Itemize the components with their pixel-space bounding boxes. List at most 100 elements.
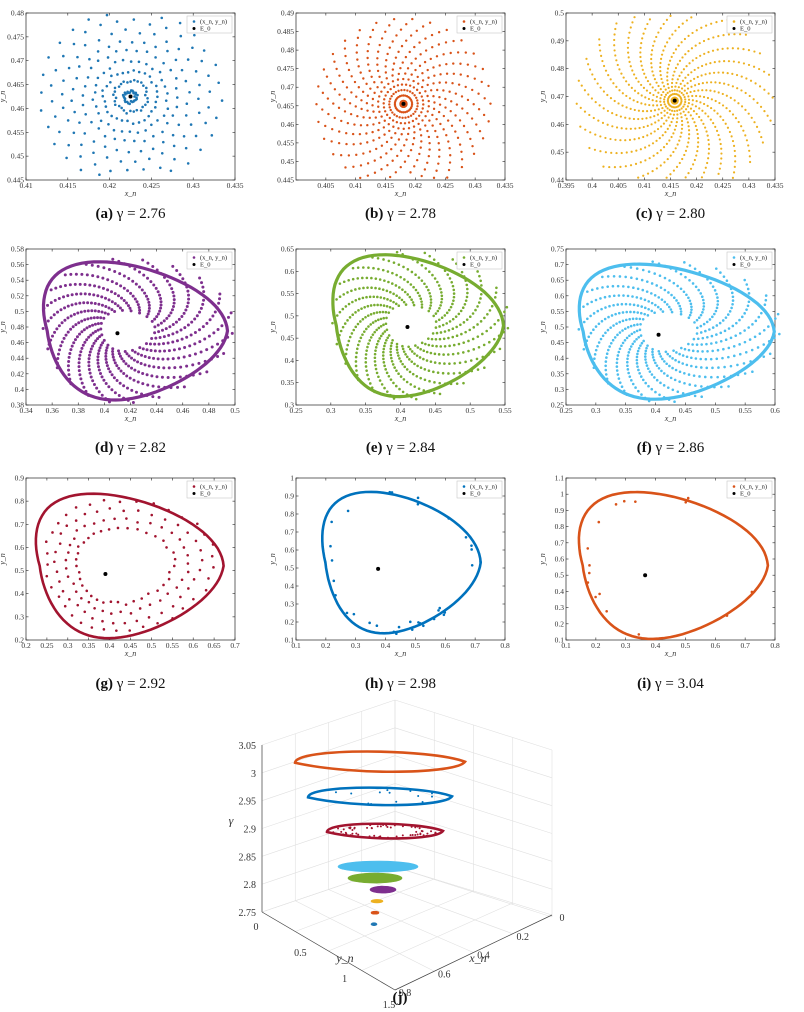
iterate-point [352, 165, 355, 169]
iterate-point [600, 54, 603, 57]
iterate-point [460, 39, 463, 42]
iterate-point [383, 119, 386, 122]
iterate-point [453, 362, 456, 365]
iterate-point [691, 99, 694, 102]
iterate-point [214, 63, 218, 67]
iterate-point [158, 70, 162, 74]
iterate-point [136, 521, 139, 524]
iterate-point [628, 31, 631, 34]
iterate-point [439, 331, 443, 334]
x-tick-label: 0.44 [150, 406, 163, 415]
iterate-point [77, 365, 81, 369]
iterate-point [652, 104, 655, 107]
x-tick-label: 0.3 [351, 641, 361, 650]
iterate-point [338, 93, 341, 96]
iterate-point [89, 375, 93, 379]
limit-cycle [577, 490, 770, 641]
iterate-point [437, 142, 440, 145]
iterate-point [729, 364, 733, 368]
iterate-point [713, 61, 716, 64]
iterate-point [460, 150, 463, 153]
iterate-point [397, 50, 400, 54]
iterate-point [649, 116, 652, 119]
iterate-point [133, 160, 137, 163]
iterate-point [115, 148, 119, 152]
y-axis-label: y_n [268, 553, 277, 566]
iterate-point [81, 94, 85, 97]
iterate-point [73, 537, 76, 540]
iterate-point [399, 28, 403, 31]
iterate-point [58, 130, 61, 134]
iterate-point [701, 311, 704, 314]
iterate-point [97, 285, 101, 289]
iterate-point [748, 94, 751, 98]
y-tick-label: 0.6 [285, 546, 295, 555]
iterate-point [627, 351, 631, 354]
iterate-point [464, 51, 468, 54]
iterate-point [77, 357, 81, 361]
iterate-point [717, 91, 720, 94]
iterate-point [640, 64, 643, 67]
iterate-point [382, 258, 385, 261]
iterate-point [692, 374, 696, 377]
iterate-point [632, 323, 636, 327]
iterate-point [627, 36, 630, 39]
iterate-point [436, 371, 440, 374]
iterate-point [650, 123, 653, 126]
y-tick-label: 0.45 [281, 157, 294, 166]
iterate-point [384, 30, 387, 34]
iterate-point [470, 563, 474, 567]
y-axis-label: y_n [268, 91, 277, 104]
y-tick-label: 0.4 [555, 354, 565, 363]
iterate-point [680, 131, 683, 134]
iterate-point [229, 311, 233, 315]
iterate-point [676, 284, 679, 288]
iterate-point [436, 280, 439, 284]
iterate-point [132, 18, 136, 21]
y-tick-label: 0.1 [285, 636, 295, 645]
legend-label-iterates: (x_n, y_n) [740, 255, 767, 262]
iterate-point [671, 93, 674, 96]
iterate-point [615, 365, 619, 368]
iterate-point [178, 21, 182, 25]
x-tick-label: 0.2 [517, 932, 530, 943]
iterate-point [451, 284, 455, 288]
iterate-point [417, 122, 420, 126]
iterate-point [471, 144, 474, 148]
iterate-point [89, 594, 93, 598]
iterate-point [450, 280, 454, 284]
iterate-point [199, 549, 202, 552]
iterate-point [421, 85, 424, 89]
iterate-point [148, 157, 151, 161]
iterate-point [743, 312, 746, 315]
iterate-point [83, 292, 87, 296]
iterate-point [472, 103, 475, 106]
x-tick-label: 0.405 [317, 181, 334, 190]
iterate-point [456, 136, 460, 140]
iterate-point [691, 103, 694, 106]
iterate-point [137, 370, 141, 374]
iterate-point [689, 302, 693, 306]
iterate-point [140, 353, 144, 357]
iterate-point [172, 564, 176, 568]
iterate-point [723, 365, 726, 369]
caption-text: γ = 2.84 [385, 440, 435, 456]
iterate-point [170, 287, 174, 291]
iterate-point [156, 621, 159, 625]
iterate-point [205, 348, 209, 352]
iterate-point [458, 119, 462, 122]
iterate-point [634, 162, 638, 165]
iterate-point [642, 32, 645, 35]
iterate-point [402, 94, 405, 97]
iterate-point [626, 41, 630, 44]
iterate-point [660, 53, 664, 56]
iterate-point [720, 157, 723, 160]
iterate-point [386, 90, 390, 94]
y-tick-label: 0.44 [551, 176, 564, 185]
iterate-point [631, 69, 634, 72]
iterate-point [601, 275, 604, 279]
iterate-point [113, 302, 117, 306]
iterate-point [411, 301, 415, 304]
iterate-point [692, 163, 695, 166]
iterate-point [678, 352, 681, 356]
